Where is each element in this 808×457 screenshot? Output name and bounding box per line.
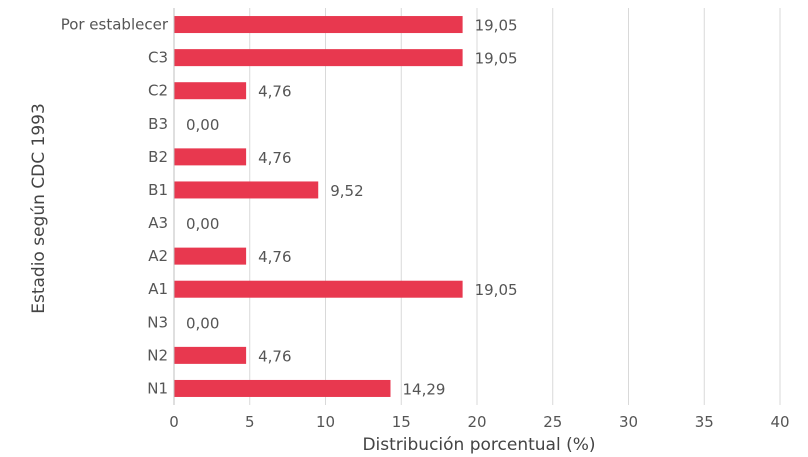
data-label: 9,52 <box>330 182 363 200</box>
bar-a2 <box>174 247 247 265</box>
data-label: 4,76 <box>258 149 291 167</box>
y-category-label: A3 <box>148 214 168 232</box>
data-label: 19,05 <box>475 17 518 35</box>
x-axis-title: Distribución porcentual (%) <box>362 435 595 455</box>
data-label: 4,76 <box>258 347 291 365</box>
bar-n2 <box>174 346 247 364</box>
x-tick-label: 0 <box>169 413 179 431</box>
y-category-label: Por establecer <box>61 16 169 34</box>
y-category-label: N3 <box>147 313 168 331</box>
y-category-label: A1 <box>148 280 168 298</box>
bar-c2 <box>174 82 247 100</box>
bar-b2 <box>174 148 247 166</box>
y-category-label: C2 <box>148 82 168 100</box>
data-label: 19,05 <box>475 281 518 299</box>
y-category-label: B2 <box>148 148 168 166</box>
bar-por-establecer <box>174 16 463 34</box>
x-tick-label: 20 <box>467 413 486 431</box>
x-tick-label: 30 <box>619 413 638 431</box>
data-label: 4,76 <box>258 248 291 266</box>
y-category-label: N1 <box>147 379 168 397</box>
data-label: 0,00 <box>186 314 219 332</box>
labels: 0 5 10 15 20 25 30 35 40 Por establecer 19,05 C3 19,… <box>61 16 790 431</box>
bars <box>174 16 463 397</box>
y-category-label: C3 <box>148 49 168 67</box>
gridlines <box>249 8 781 405</box>
x-tick-label: 15 <box>392 413 411 431</box>
x-tick-label: 35 <box>695 413 714 431</box>
data-label: 4,76 <box>258 83 291 101</box>
data-label: 19,05 <box>475 50 518 68</box>
y-category-label: B1 <box>148 181 168 199</box>
x-tick-label: 10 <box>316 413 335 431</box>
data-label: 0,00 <box>186 215 219 233</box>
data-label: 0,00 <box>186 116 219 134</box>
x-tick-label: 25 <box>543 413 562 431</box>
bar-b1 <box>174 181 319 199</box>
y-category-label: A2 <box>148 247 168 265</box>
y-category-label: N2 <box>147 346 168 364</box>
x-tick-label: 5 <box>245 413 255 431</box>
y-category-label: B3 <box>148 115 168 133</box>
bar-n1 <box>174 379 391 397</box>
bar-c3 <box>174 49 463 67</box>
data-label: 14,29 <box>402 380 445 398</box>
y-axis-title: Estadio según CDC 1993 <box>29 103 49 314</box>
x-tick-label: 40 <box>770 413 789 431</box>
bar-a1 <box>174 280 463 298</box>
